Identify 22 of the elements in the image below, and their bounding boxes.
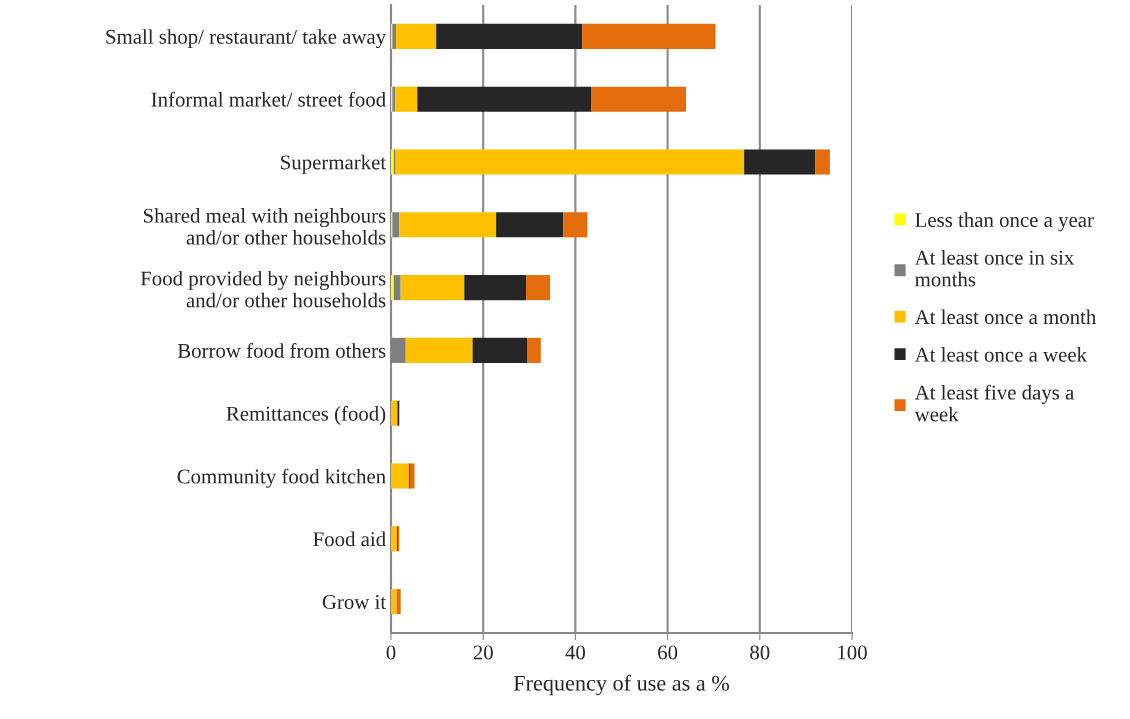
legend-label: At least once in six months bbox=[914, 250, 1075, 287]
y-tick-label: Grow it bbox=[322, 595, 387, 610]
y-tick-label: Small shop/ restaurant/ take away bbox=[106, 29, 387, 49]
y-tick-label: Shared meal with neighbours and/or other households bbox=[143, 208, 386, 245]
x-tick-label: 0 bbox=[386, 645, 396, 660]
x-tick-label: 80 bbox=[750, 645, 770, 660]
legend-label: At least once a month bbox=[914, 309, 1097, 325]
y-tick-label: Food provided by neighbours and/or other households bbox=[140, 270, 386, 308]
y-tick-label: Food aid bbox=[313, 531, 386, 547]
x-tick-label: 100 bbox=[838, 645, 867, 660]
y-tick-label: Remittances (food) bbox=[226, 405, 386, 425]
y-tick-label: Supermarket bbox=[281, 154, 387, 174]
x-tick-label: 40 bbox=[565, 645, 586, 660]
x-axis-title: Frequency of use as a % bbox=[513, 674, 730, 696]
legend-label: At least once a week bbox=[914, 347, 1088, 362]
legend-label: At least five days a week bbox=[914, 384, 1075, 422]
y-tick-label: Community food kitchen bbox=[177, 468, 386, 488]
legend-label: Less than once a year bbox=[915, 212, 1094, 232]
y-tick-label: Informal market/ street food bbox=[151, 91, 386, 107]
x-tick-label: 60 bbox=[658, 645, 678, 660]
y-tick-label: Borrow food from others bbox=[177, 342, 386, 358]
x-tick-label: 20 bbox=[473, 645, 493, 660]
